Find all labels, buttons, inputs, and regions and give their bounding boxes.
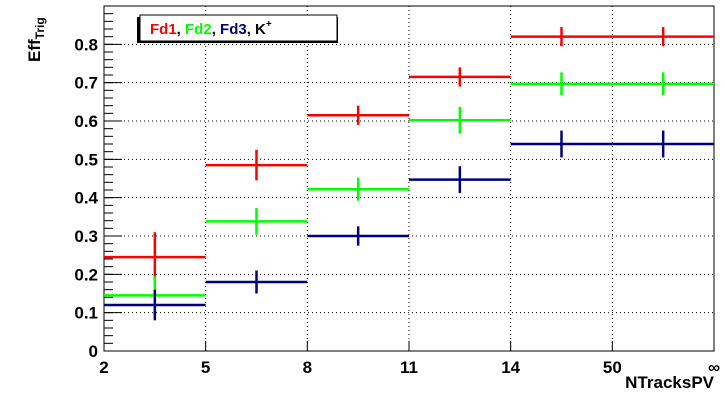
x-tick-label: 2 [99,358,108,377]
x-axis-title: NTracksPV [625,373,714,392]
data-series [104,27,714,321]
legend-separator: , [177,21,185,38]
legend-entry-kaon: K [255,21,266,38]
legend-box [139,14,338,42]
y-tick-label: 0.4 [74,189,98,208]
y-tick-label: 0.2 [74,265,98,284]
y-tick-label: 0.8 [74,35,98,54]
y-tick-label: 0.7 [74,74,98,93]
y-tick-label: 0.1 [74,304,98,323]
legend-text: Fd1, Fd2, Fd3, K+ [150,19,272,38]
legend-separator: , [247,21,255,38]
y-axis-title-sub: Trig [33,17,47,39]
x-tick-label: 14 [501,358,520,377]
legend-entry-fd2: Fd2 [185,21,212,38]
legend: Fd1, Fd2, Fd3, K+ [137,14,338,43]
x-tick-label: 11 [400,358,418,377]
y-axis-title: EffTrig [25,17,47,62]
y-tick-label: 0.3 [74,227,98,246]
legend-entry-kaon-sup: + [266,19,272,30]
y-tick-label: 0.6 [74,112,98,131]
x-tick-label: 8 [303,358,312,377]
x-tick-label: ∞ [708,358,720,377]
y-tick-label: 0.5 [74,150,98,169]
legend-separator: , [212,21,220,38]
legend-entry-fd3: Fd3 [220,21,247,38]
axes: 0 0.1 0.2 0.3 0.4 0.5 0.6 0.7 0.8 2 5 8 11 14 50 ∞ [74,5,720,377]
legend-entry-fd1: Fd1 [150,21,177,38]
y-tick-label: 0 [89,342,98,361]
x-tick-label: 50 [603,358,622,377]
x-tick-label: 5 [201,358,210,377]
y-axis-title-main: Eff [25,39,44,62]
